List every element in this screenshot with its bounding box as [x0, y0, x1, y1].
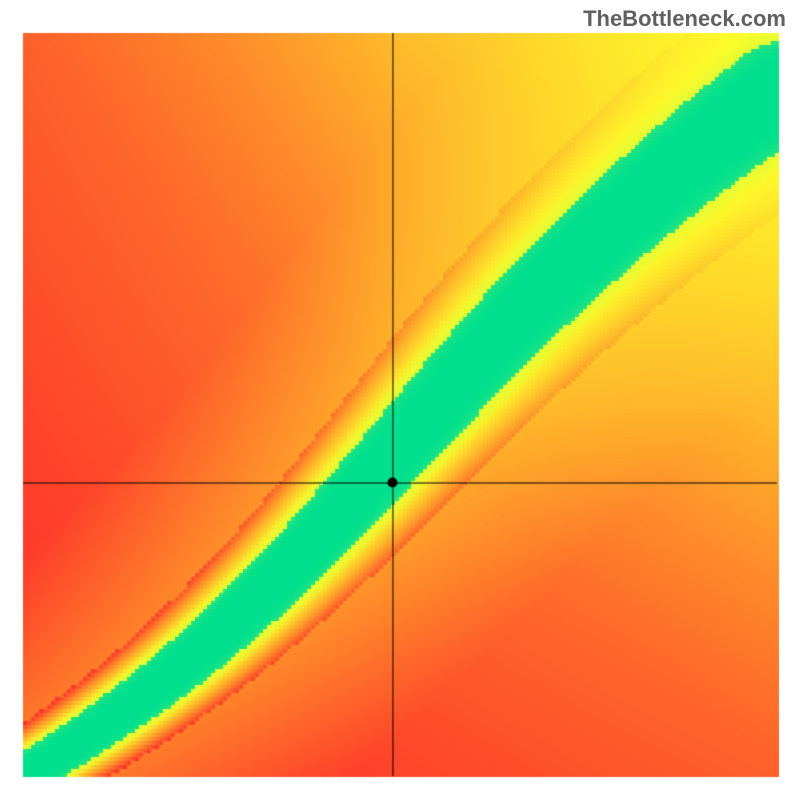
- heatmap-canvas: [0, 0, 800, 800]
- watermark: TheBottleneck.com: [583, 6, 786, 32]
- chart-container: TheBottleneck.com: [0, 0, 800, 800]
